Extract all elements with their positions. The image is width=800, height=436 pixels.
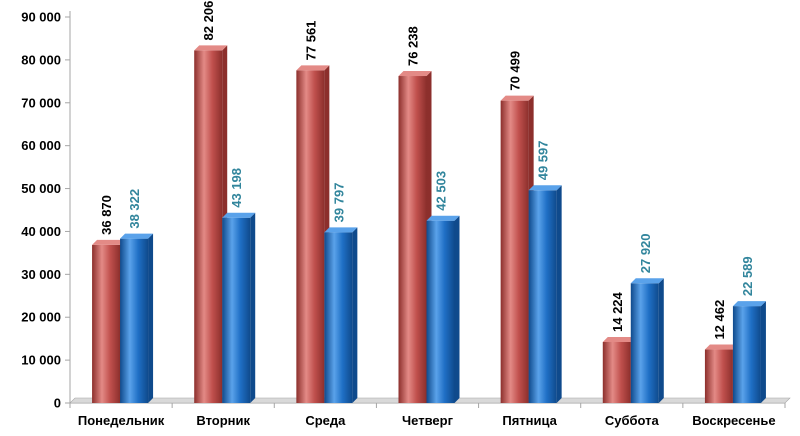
y-tick-label: 90 000 (21, 10, 61, 25)
y-axis-ticks: 0 10 000 20 000 30 000 40 000 50 000 60 000 70 … (21, 10, 70, 411)
data-label-red: 12 462 (712, 300, 727, 340)
data-label-blue: 22 589 (740, 256, 755, 296)
bar-blue-6 (630, 278, 664, 403)
bar-front (602, 341, 631, 403)
x-axis-categories: Понедельник Вторник Среда Четверг Пятница Суб… (78, 413, 776, 428)
bar-side (352, 227, 358, 403)
data-label-red: 77 561 (303, 21, 318, 61)
bar-front (528, 190, 557, 403)
data-label-red: 14 224 (610, 291, 625, 332)
x-category-label: Пятница (502, 413, 557, 428)
bar-top (194, 45, 228, 51)
bar-side (760, 301, 766, 403)
bar-front (92, 244, 121, 403)
bar-side (454, 215, 460, 403)
x-category-label: Суббота (605, 413, 660, 428)
bar-front (630, 283, 659, 403)
data-labels: 36 870 38 322 82 206 43 198 77 561 39 797 76 2… (99, 1, 755, 340)
y-tick-label: 80 000 (21, 52, 61, 67)
bar-blue-4 (426, 215, 460, 403)
data-label-red: 76 238 (406, 26, 421, 66)
bar-top (222, 212, 256, 218)
data-label-blue: 39 797 (331, 183, 346, 223)
bar-blue-7 (732, 301, 766, 403)
bar-red-4 (398, 71, 432, 404)
bar-top (426, 215, 460, 221)
bar-front (398, 76, 427, 404)
y-tick-label: 10 000 (21, 353, 61, 368)
bar-top (630, 278, 664, 284)
bar-front (194, 50, 223, 403)
x-category-label: Четверг (402, 413, 454, 428)
bar-front (426, 220, 455, 403)
bar-blue-5 (528, 185, 562, 403)
bar-blue-2 (222, 212, 256, 403)
y-tick-label: 40 000 (21, 224, 61, 239)
bar-side (556, 185, 562, 403)
bar-top (500, 95, 534, 101)
x-category-label: Воскресенье (692, 413, 775, 428)
bar-side (250, 212, 256, 403)
x-category-label: Вторник (196, 413, 250, 428)
data-label-blue: 38 322 (127, 189, 142, 229)
x-category-label: Среда (305, 413, 346, 428)
data-label-red: 70 499 (508, 51, 523, 91)
y-tick-label: 60 000 (21, 138, 61, 153)
y-tick-label: 20 000 (21, 310, 61, 325)
bar-top (602, 336, 636, 342)
bar-top (732, 301, 766, 307)
data-label-blue: 49 597 (536, 141, 551, 181)
bar-side (658, 278, 664, 403)
bar-front (704, 349, 733, 403)
y-tick-label: 30 000 (21, 267, 61, 282)
bar-front (732, 306, 761, 403)
bar-top (528, 185, 562, 191)
bar-blue-3 (324, 227, 358, 403)
bar-top (296, 65, 330, 71)
bar-front (222, 217, 251, 403)
bar-top (704, 344, 738, 350)
bar-side (148, 233, 154, 403)
y-tick-label: 50 000 (21, 181, 61, 196)
bar-front (324, 232, 353, 403)
bar-top (120, 233, 154, 239)
data-label-blue: 27 920 (638, 233, 653, 273)
bar-top (324, 227, 358, 233)
bar-front (500, 100, 529, 403)
data-label-red: 82 206 (201, 1, 216, 41)
bars (92, 45, 766, 404)
x-category-label: Понедельник (78, 413, 165, 428)
data-label-blue: 43 198 (229, 168, 244, 208)
bar-top (398, 71, 432, 77)
data-label-red: 36 870 (99, 195, 114, 235)
bar-top (92, 239, 126, 245)
bar-front (296, 70, 325, 403)
y-tick-label: 70 000 (21, 95, 61, 110)
y-tick-label: 0 (54, 396, 61, 411)
bar-blue-1 (120, 233, 154, 403)
bar-front (120, 238, 149, 403)
data-label-blue: 42 503 (434, 171, 449, 211)
